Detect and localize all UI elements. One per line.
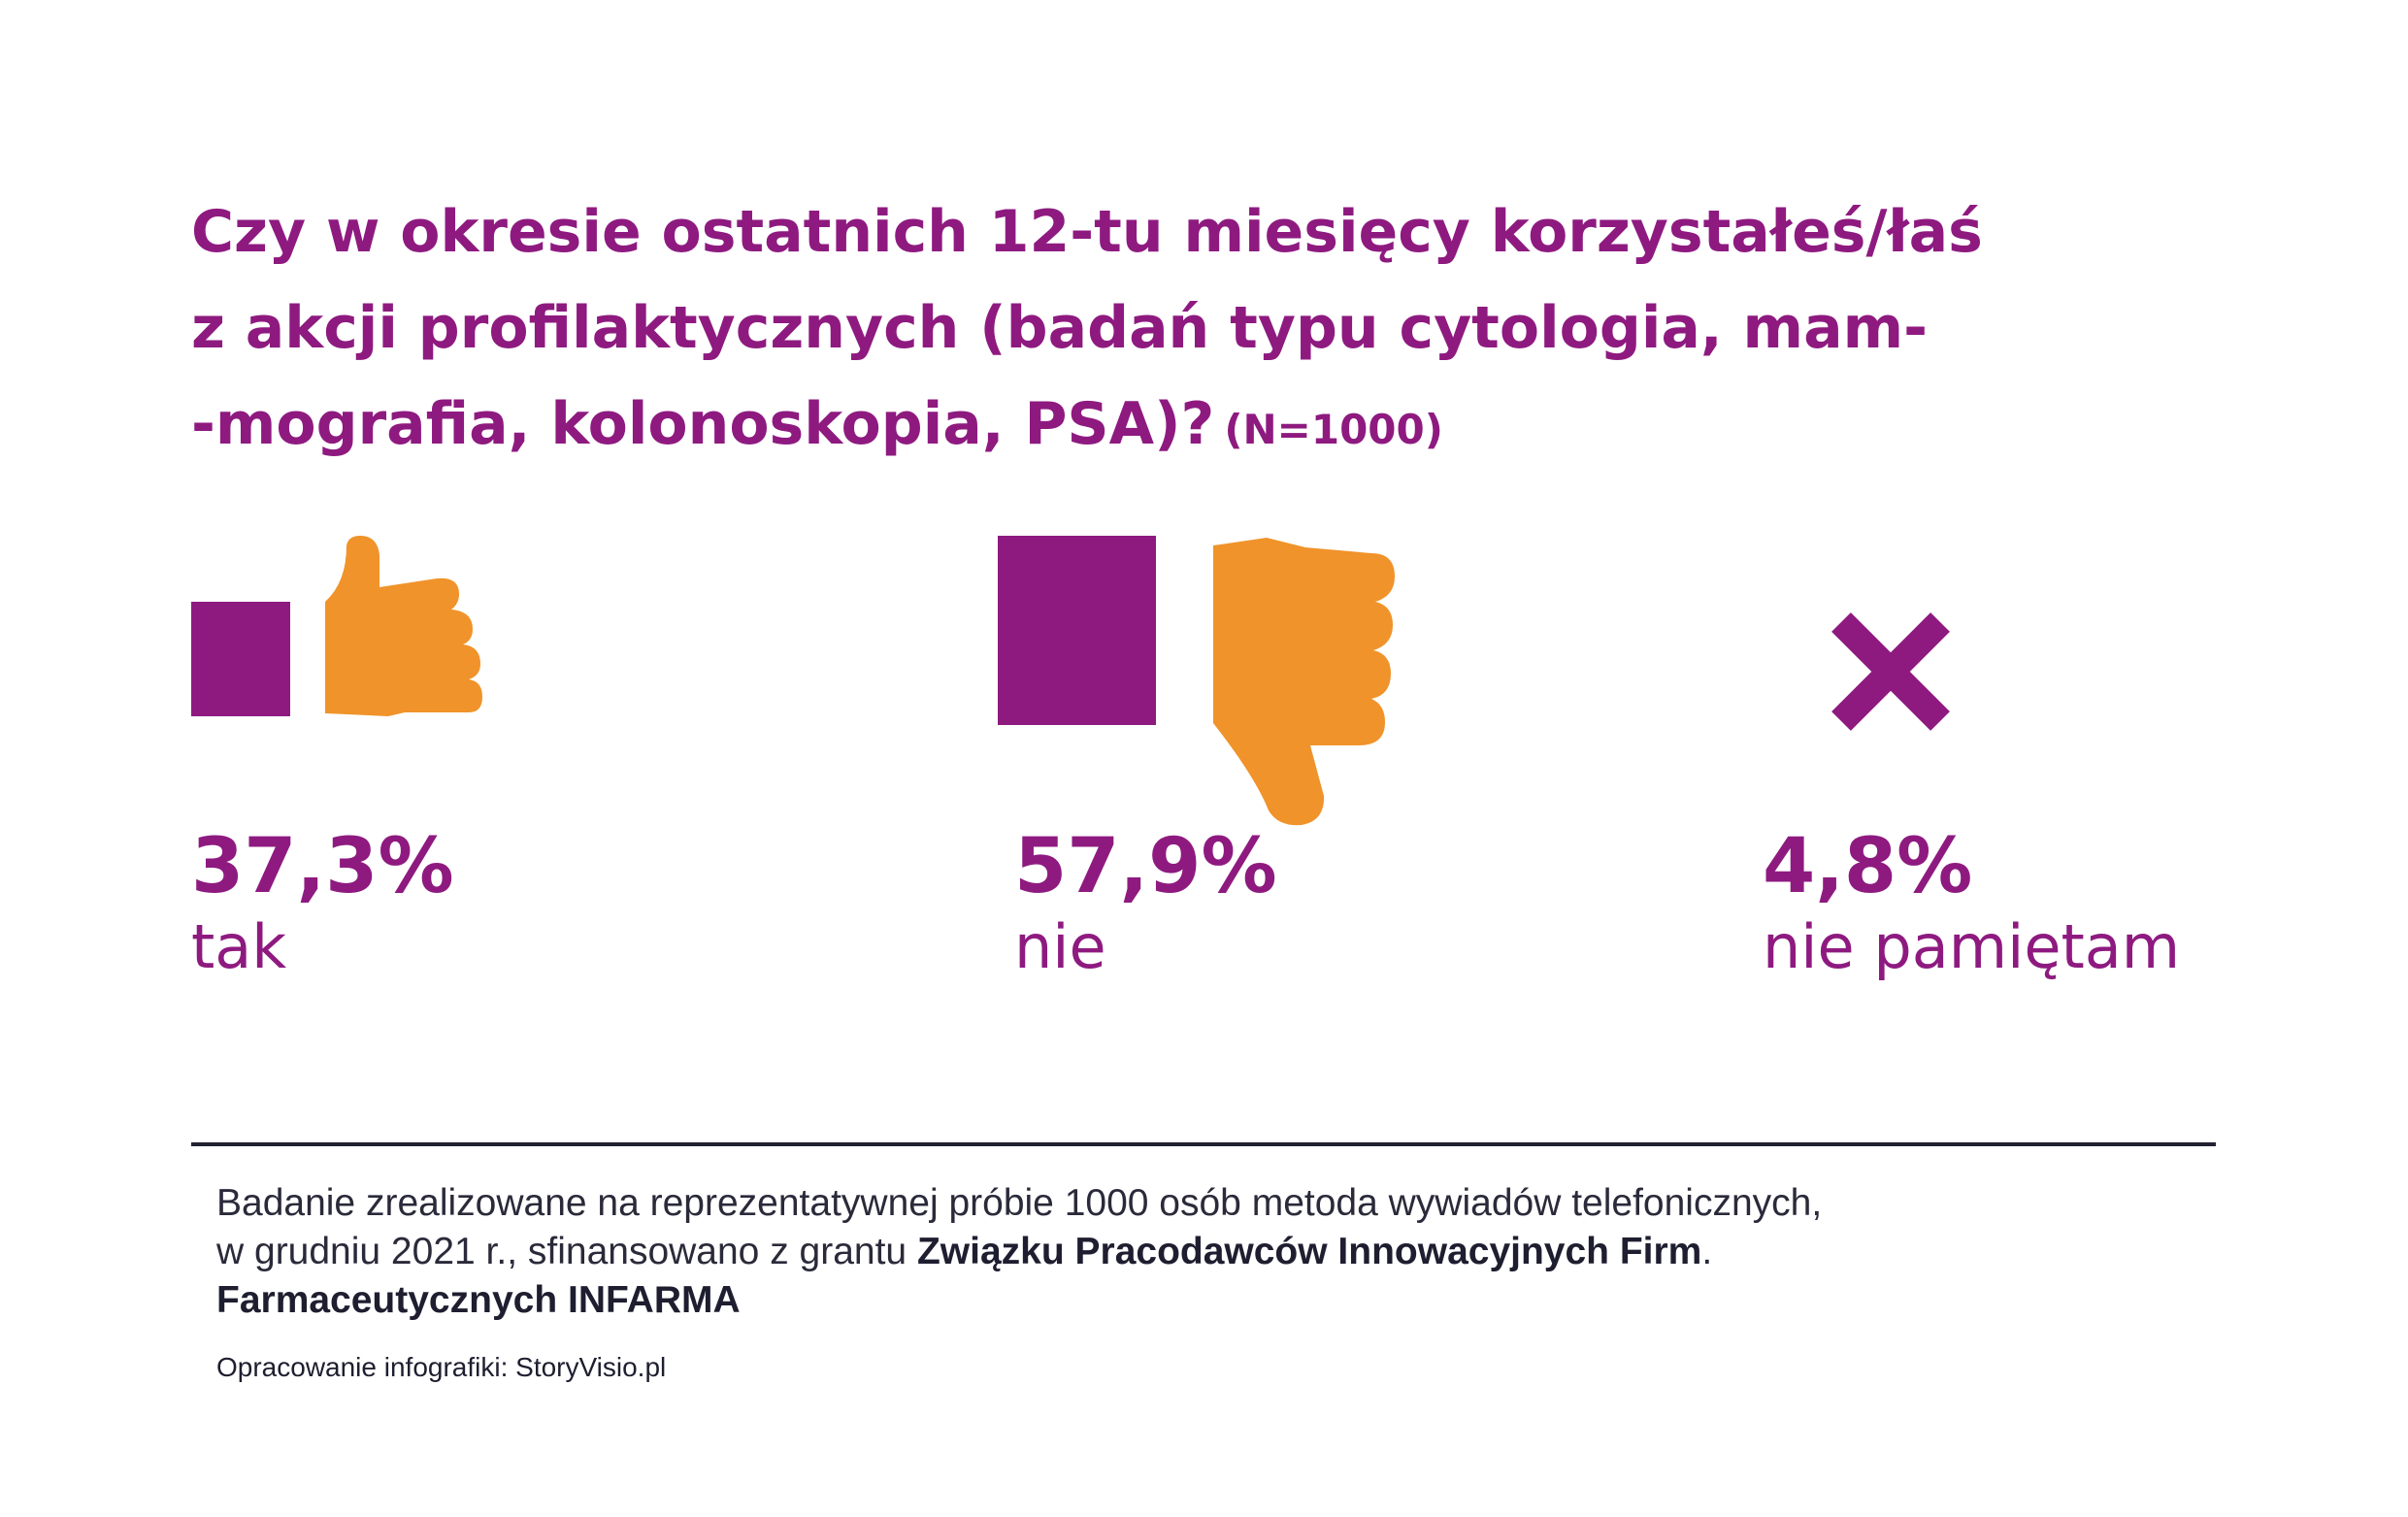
stat-no-value: 57,9% [1014,823,1277,910]
credit: Opracowanie infografiki: StoryVisio.pl [216,1352,667,1382]
sample-size: (N=1000) [1224,406,1443,453]
title-line-1: Czy w okresie ostatnich 12-tu miesięcy k… [191,198,1983,266]
stat-dont-remember-value: 4,8% [1763,823,1973,910]
thumbs-up-hand [325,536,482,716]
footnote-line-2-end: . [1701,1231,1713,1272]
stat-yes-value: 37,3% [191,823,454,910]
stat-no-label: nie [1014,911,1106,982]
title-line-3-text: -mografia, kolonoskopia, PSA)? [191,390,1215,458]
thumbs-down-cuff [998,536,1156,725]
footnote-line-2-start: w grudniu 2021 r., sfinansowano z grantu [216,1231,907,1272]
stat-yes-label: tak [191,911,287,982]
title-line-2: z akcji profilaktycznych (badań typu cyt… [191,294,1928,362]
stat-no: 57,9% nie [1014,820,1277,981]
stat-dont-remember-label: nie pamiętam [1763,911,2181,982]
title-line-3: -mografia, kolonoskopia, PSA)? (N=1000) [191,377,2229,478]
footnote: Badanie zrealizowane na reprezentatywnej… [216,1179,2235,1325]
cross-icon [1831,612,1950,731]
chart-title: Czy w okresie ostatnich 12-tu miesięcy k… [191,184,2229,478]
thumbs-down-hand [1213,538,1395,826]
stat-dont-remember: 4,8% nie pamiętam [1763,820,2180,981]
footnote-line-1: Badanie zrealizowane na reprezentatywnej… [216,1182,1823,1224]
stat-yes: 37,3% tak [191,820,454,981]
thumbs-up-cuff [191,602,290,716]
footnote-line-2: w grudniu 2021 r., sfinansowano z grantu… [216,1228,2235,1276]
thumbs-down-icon [998,536,1395,826]
footnote-line-3: Farmaceutycznych INFARMA [216,1276,2235,1325]
footnote-funder: Związku Pracodawców Innowacyjnych Firm [916,1231,1702,1272]
footnote-funder-cont: Farmaceutycznych INFARMA [216,1279,741,1321]
divider [191,1142,2216,1146]
thumbs-up-icon [191,536,482,716]
